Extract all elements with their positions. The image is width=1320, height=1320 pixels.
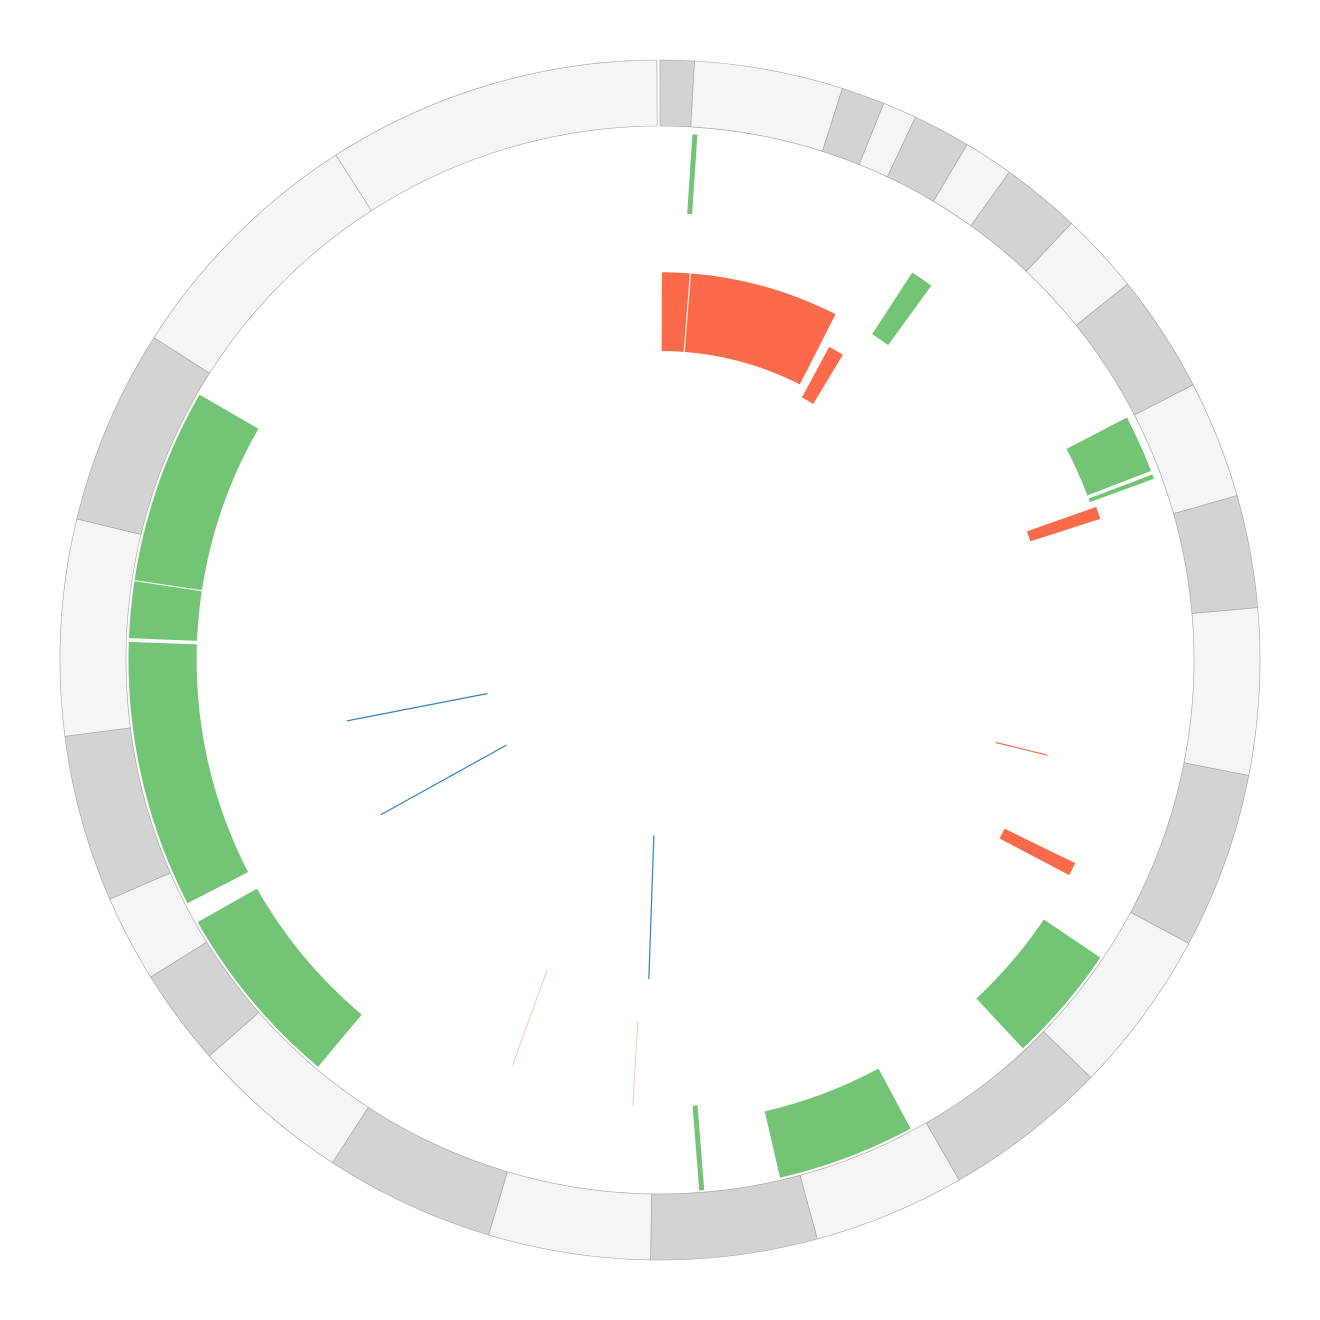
track-tick-1 (687, 134, 698, 215)
link-line-3 (648, 835, 655, 980)
track-block-12 (127, 640, 250, 905)
ideogram-segment-19 (331, 1106, 508, 1236)
track-block-11 (196, 887, 364, 1069)
track-block-6 (1087, 473, 1156, 504)
track-block-5 (1065, 416, 1153, 497)
link-line-2 (380, 744, 507, 816)
track-block-8 (998, 827, 1077, 877)
ideogram-segment-18 (488, 1171, 652, 1261)
track-block-2 (683, 272, 837, 386)
ideogram-segment-2 (690, 60, 843, 152)
track-block-14 (133, 393, 260, 592)
track-block-9 (974, 918, 1102, 1050)
ideogram-ring (59, 59, 1261, 1261)
track-block-10 (763, 1067, 913, 1179)
link-line-5 (632, 1021, 639, 1107)
ideogram-segment-26 (153, 154, 372, 374)
ideogram-segment-15 (925, 1031, 1092, 1181)
track-tick-2 (692, 1105, 705, 1191)
ideogram-segment-27 (335, 59, 658, 212)
ideogram-segment-17 (650, 1174, 818, 1261)
link-line-1 (346, 692, 488, 722)
track-tick-3 (995, 741, 1048, 756)
ideogram-segment-13 (1130, 762, 1250, 944)
link-line-4 (512, 969, 548, 1066)
ideogram-segment-12 (1183, 607, 1261, 776)
ideogram-segment-1 (659, 59, 695, 128)
data-track (127, 134, 1156, 1191)
ideogram-segment-11 (1173, 495, 1259, 614)
link-layer (346, 692, 655, 1107)
track-block-4 (870, 271, 933, 347)
track-block-3 (800, 345, 845, 406)
track-block-7 (1025, 505, 1102, 543)
